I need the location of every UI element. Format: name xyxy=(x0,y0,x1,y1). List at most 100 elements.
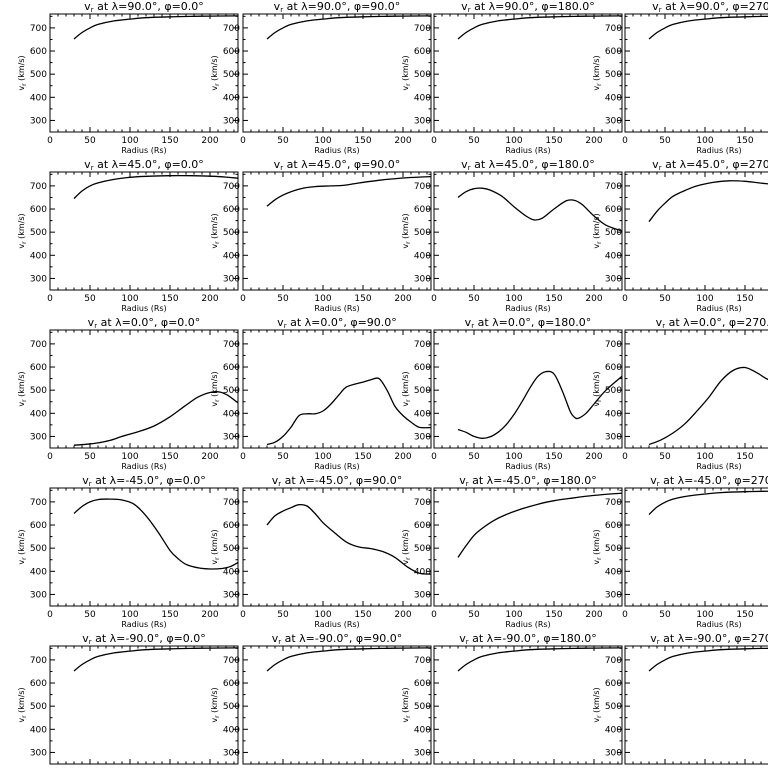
chart-title: vr at λ=90.0°, φ=90.0° xyxy=(274,0,401,14)
x-tick-label: 150 xyxy=(161,294,178,304)
x-tick-label: 50 xyxy=(468,136,480,146)
y-axis-label: vr (km/s) xyxy=(210,55,221,90)
y-tick-label: 400 xyxy=(414,567,431,577)
y-tick-label: 500 xyxy=(30,702,47,712)
y-tick-label: 400 xyxy=(30,93,47,103)
y-tick-label: 700 xyxy=(605,340,622,350)
y-tick-label: 600 xyxy=(30,679,47,689)
y-tick-label: 400 xyxy=(223,409,240,419)
x-tick-label: 150 xyxy=(736,294,753,304)
y-tick-label: 500 xyxy=(414,228,431,238)
x-tick-label: 50 xyxy=(659,294,671,304)
x-tick-label: 0 xyxy=(431,294,437,304)
y-axis-label: vr (km/s) xyxy=(401,55,412,90)
y-tick-label: 400 xyxy=(605,725,622,735)
x-axis-label: Radius (Rs) xyxy=(696,146,741,155)
series-line-1 xyxy=(73,174,239,200)
y-tick-label: 700 xyxy=(414,656,431,666)
x-axis-label: Radius (Rs) xyxy=(696,304,741,313)
x-tick-label: 100 xyxy=(121,294,138,304)
series-line-1 xyxy=(457,187,623,232)
y-tick-label: 600 xyxy=(223,47,240,57)
y-tick-label: 700 xyxy=(605,656,622,666)
x-tick-label: 0 xyxy=(431,452,437,462)
y-tick-label: 500 xyxy=(30,70,47,80)
x-tick-label: 100 xyxy=(314,610,331,620)
y-tick-label: 500 xyxy=(414,702,431,712)
x-tick-label: 200 xyxy=(201,452,218,462)
y-tick-label: 500 xyxy=(30,228,47,238)
y-tick-label: 600 xyxy=(414,47,431,57)
y-tick-label: 600 xyxy=(414,205,431,215)
y-tick-label: 300 xyxy=(30,748,47,758)
y-tick-label: 600 xyxy=(414,679,431,689)
chart-title: vr at λ=0.0°, φ=90.0° xyxy=(277,316,397,330)
y-tick-label: 700 xyxy=(414,498,431,508)
x-tick-label: 0 xyxy=(47,294,53,304)
chart-panel-8: vr at λ=45.0°, φ=270.0° 300 400 500 600 700 0 5… xyxy=(592,158,768,313)
x-tick-label: 100 xyxy=(121,452,138,462)
y-tick-label: 700 xyxy=(30,24,47,34)
plot-frame xyxy=(242,487,432,607)
y-tick-label: 600 xyxy=(223,521,240,531)
y-tick-label: 500 xyxy=(605,228,622,238)
chart-panel-10: vr at λ=0.0°, φ=90.0° 300 400 500 600 700 0 50 1… xyxy=(210,316,432,471)
x-tick-label: 50 xyxy=(277,610,289,620)
y-tick-label: 400 xyxy=(30,567,47,577)
plot-frame xyxy=(624,171,768,291)
y-axis-label: vr (km/s) xyxy=(210,529,221,564)
y-tick-label: 600 xyxy=(605,205,622,215)
y-tick-label: 700 xyxy=(414,340,431,350)
x-axis-label: Radius (Rs) xyxy=(121,146,166,155)
x-tick-label: 200 xyxy=(394,610,411,620)
y-tick-label: 600 xyxy=(414,363,431,373)
chart-title: vr at λ=0.0°, φ=270.0° xyxy=(656,316,768,330)
x-tick-label: 0 xyxy=(622,452,628,462)
y-tick-label: 400 xyxy=(30,251,47,261)
x-tick-label: 50 xyxy=(659,610,671,620)
y-tick-label: 300 xyxy=(30,116,47,126)
plot-frame xyxy=(624,487,768,607)
y-axis-label: vr (km/s) xyxy=(592,213,603,248)
x-tick-label: 100 xyxy=(121,136,138,146)
x-tick-label: 50 xyxy=(468,610,480,620)
x-tick-label: 0 xyxy=(240,610,246,620)
plot-frame xyxy=(242,645,432,765)
plot-frame xyxy=(242,171,432,291)
y-tick-label: 600 xyxy=(30,521,47,531)
x-tick-label: 0 xyxy=(47,610,53,620)
y-tick-label: 600 xyxy=(605,47,622,57)
plot-frame xyxy=(49,329,239,449)
chart-panel-12: vr at λ=0.0°, φ=270.0° 300 400 500 600 700 0 50… xyxy=(592,316,768,471)
chart-panel-9: vr at λ=0.0°, φ=0.0° 300 400 500 600 700 0 50 10… xyxy=(17,316,239,471)
y-axis-label: vr (km/s) xyxy=(592,529,603,564)
series-line-1 xyxy=(648,647,768,672)
y-tick-label: 400 xyxy=(414,409,431,419)
y-tick-label: 500 xyxy=(223,386,240,396)
x-tick-label: 100 xyxy=(505,610,522,620)
chart-title: vr at λ=-90.0°, φ=0.0° xyxy=(82,632,206,646)
series-line-1 xyxy=(648,180,768,223)
x-axis-label: Radius (Rs) xyxy=(505,620,550,629)
y-tick-label: 600 xyxy=(223,679,240,689)
y-tick-label: 400 xyxy=(223,93,240,103)
x-tick-label: 150 xyxy=(161,136,178,146)
y-tick-label: 300 xyxy=(414,748,431,758)
y-tick-label: 600 xyxy=(605,521,622,531)
x-tick-label: 150 xyxy=(545,136,562,146)
chart-panel-2: vr at λ=90.0°, φ=90.0° 300 400 500 600 700 0 50… xyxy=(210,0,432,155)
chart-title: vr at λ=45.0°, φ=0.0° xyxy=(84,158,204,172)
x-tick-label: 150 xyxy=(736,136,753,146)
x-tick-label: 100 xyxy=(696,294,713,304)
y-tick-label: 600 xyxy=(30,205,47,215)
y-tick-label: 400 xyxy=(414,251,431,261)
y-tick-label: 500 xyxy=(605,544,622,554)
y-tick-label: 700 xyxy=(605,182,622,192)
y-tick-label: 700 xyxy=(30,340,47,350)
y-tick-label: 400 xyxy=(605,409,622,419)
x-tick-label: 200 xyxy=(394,136,411,146)
y-tick-label: 700 xyxy=(605,498,622,508)
y-tick-label: 300 xyxy=(605,116,622,126)
x-tick-label: 100 xyxy=(505,452,522,462)
chart-panel-7: vr at λ=45.0°, φ=180.0° 300 400 500 600 700 0 5… xyxy=(401,158,623,313)
